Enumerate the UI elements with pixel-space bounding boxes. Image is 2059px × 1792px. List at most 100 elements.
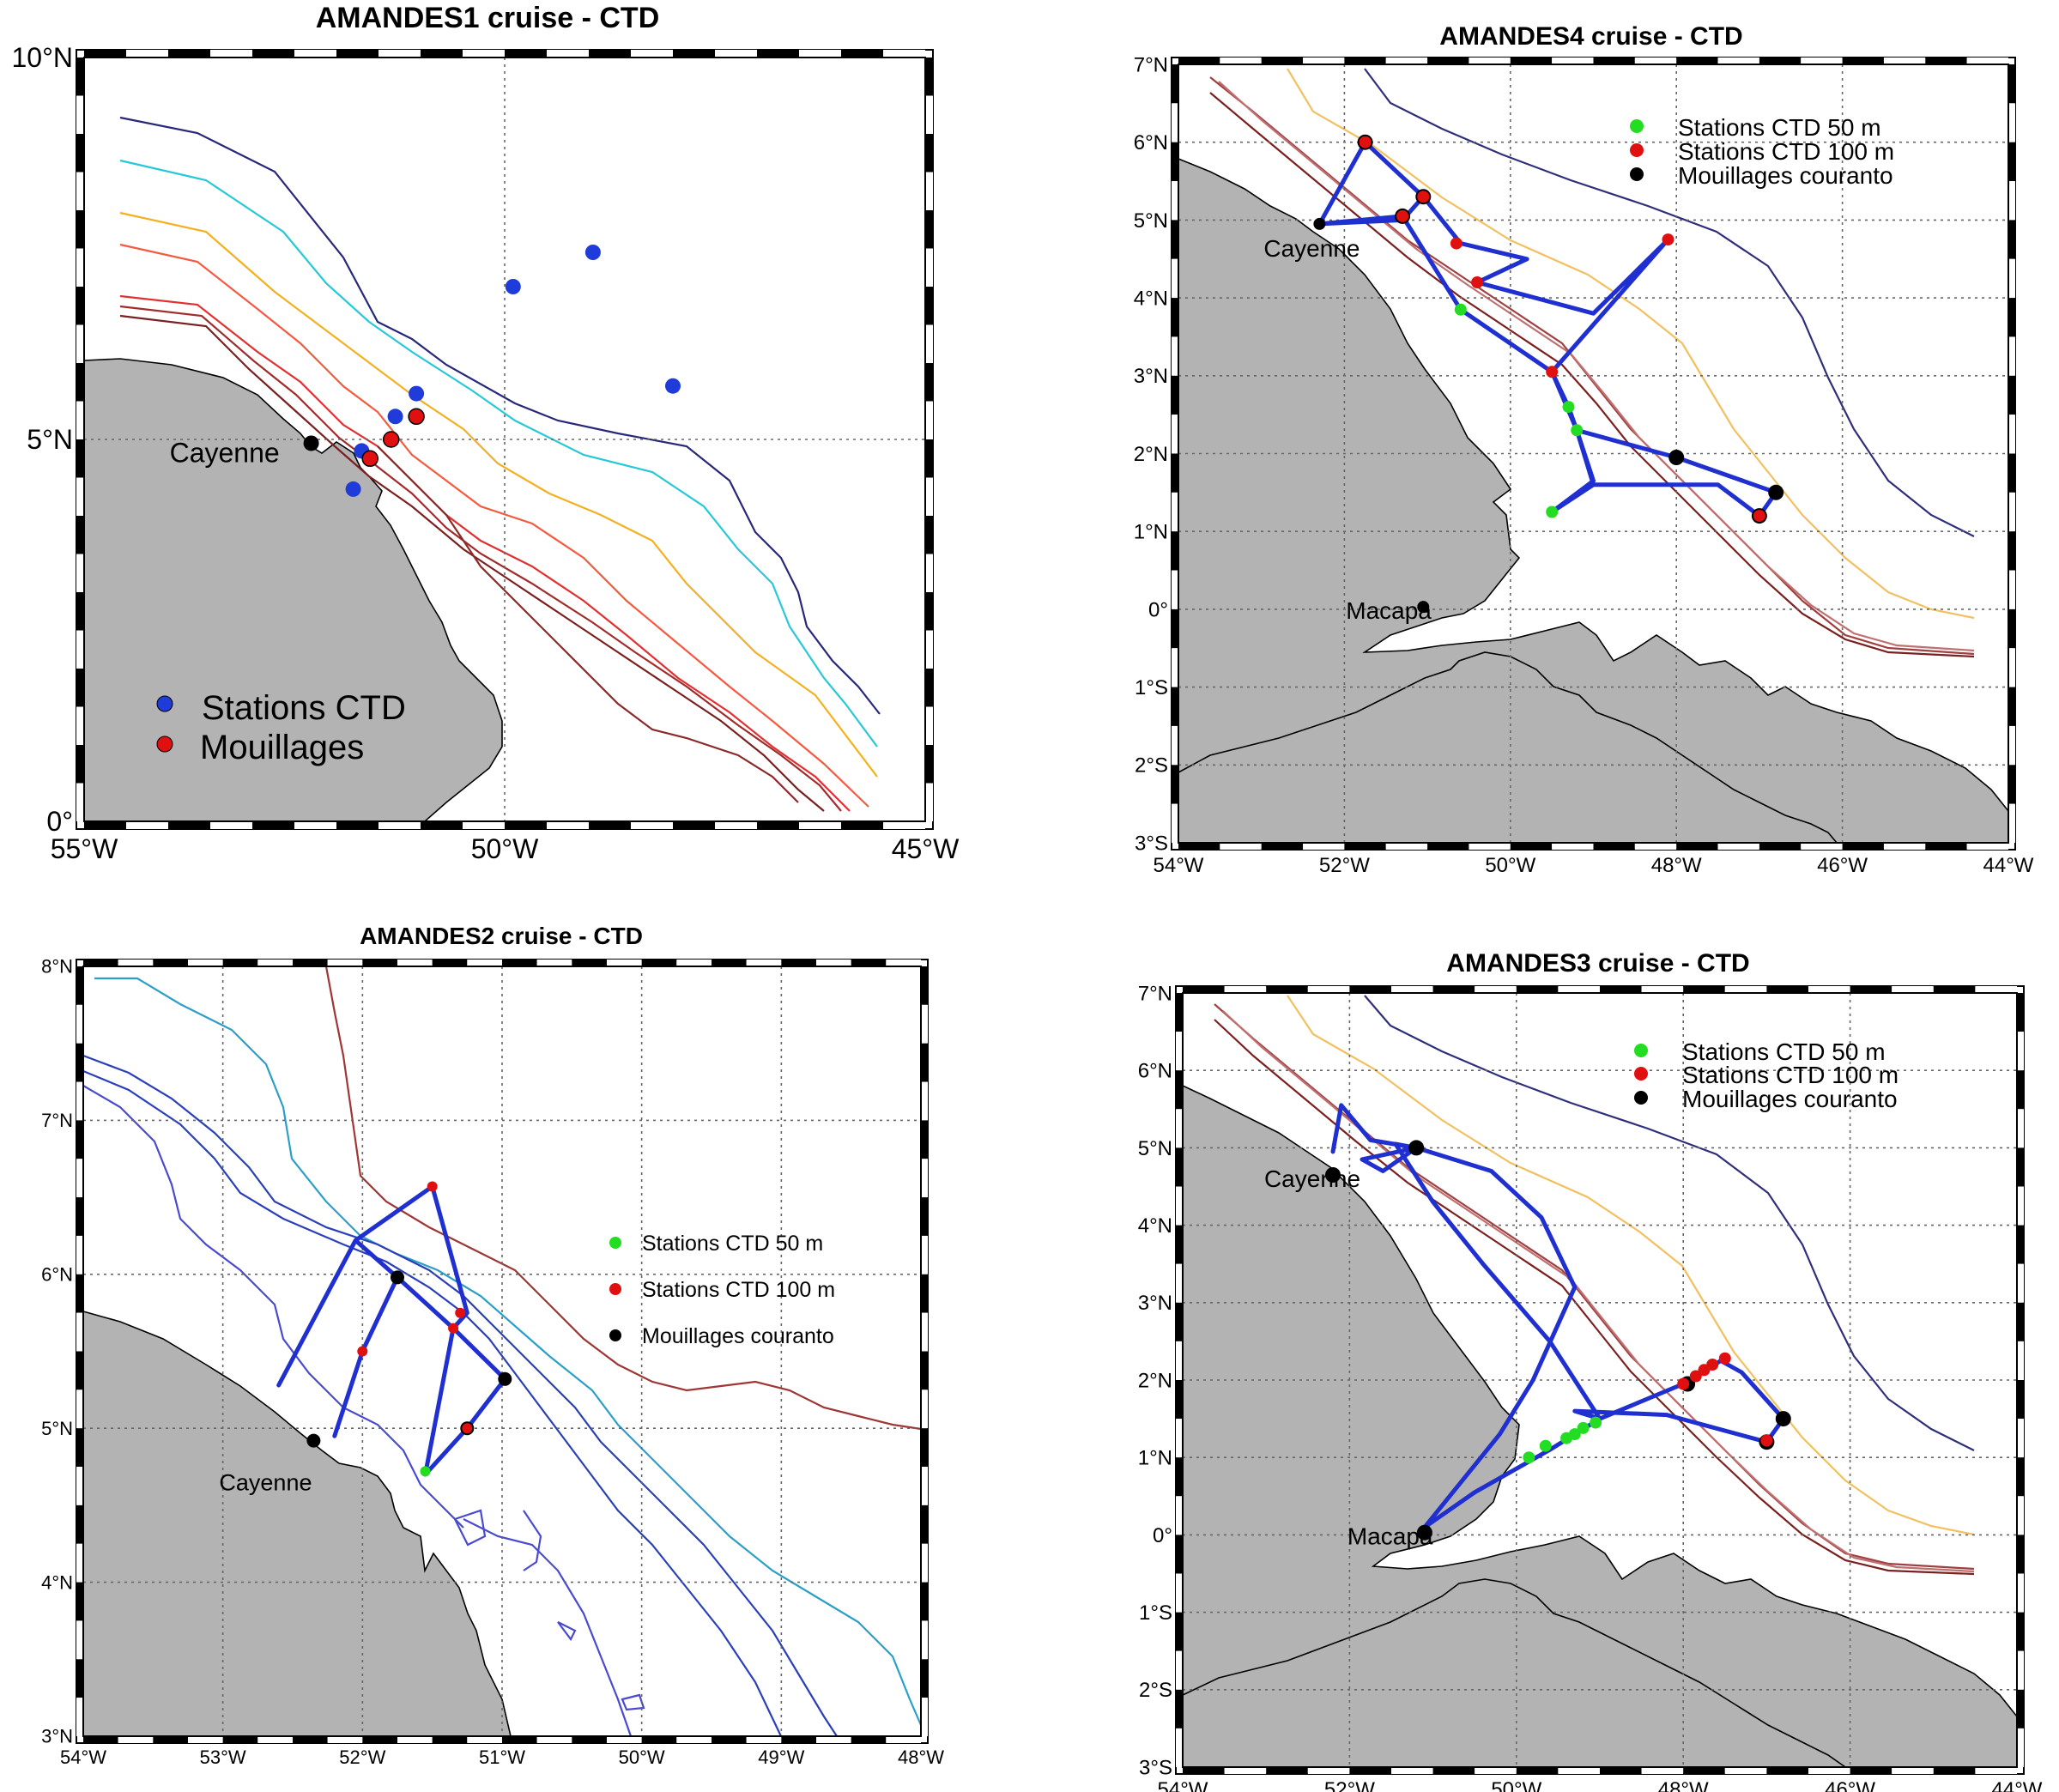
frame-segment: [76, 1620, 83, 1660]
frame-segment: [336, 821, 378, 829]
frame-segment: [421, 50, 463, 58]
legend-marker-50m: [1630, 119, 1644, 133]
station-marker: [357, 1346, 368, 1357]
frame-segment: [921, 1159, 928, 1198]
x-tick-label: 50°W: [1485, 854, 1535, 877]
frame-segment: [1925, 843, 1967, 850]
contour-islet-4: [621, 1693, 645, 1711]
frame-segment: [252, 50, 294, 58]
contour-deep: [1364, 995, 1975, 1451]
frame-segment: [1427, 58, 1469, 64]
station-marker: [1753, 510, 1765, 523]
place-marker: [1326, 1168, 1339, 1181]
map-frame: [76, 959, 929, 1744]
station-marker: [1396, 209, 1409, 222]
frame-segment: [1391, 1767, 1433, 1774]
frame-segment: [883, 50, 925, 58]
station-marker: [361, 450, 378, 468]
panel-amandes1: AMANDES1 cruise - CTD Cayenne Stations C…: [12, 2, 960, 864]
frame-segment: [921, 1467, 928, 1505]
frame-segment: [851, 1736, 887, 1743]
frame-segment: [925, 706, 933, 745]
frame-segment: [2017, 1302, 2024, 1341]
y-tick-label: 3°S: [1135, 832, 1168, 855]
station-marker: [382, 431, 400, 448]
frame-segment: [126, 50, 168, 58]
x-tick-label: 49°W: [758, 1747, 804, 1768]
frame-segment: [925, 134, 933, 173]
frame-segment: [1966, 58, 2008, 64]
frame-segment: [2008, 415, 2015, 454]
frame-segment: [1172, 336, 1178, 376]
frame-segment: [1172, 648, 1178, 687]
frame-segment: [1634, 843, 1677, 850]
frame-segment: [1224, 1767, 1267, 1774]
frame-segment: [76, 1081, 83, 1121]
legend-marker-100m: [1634, 1067, 1648, 1081]
frame-segment: [1391, 986, 1433, 993]
x-tick-label: 55°W: [51, 833, 118, 864]
land-guiana-brazil: [1182, 1084, 2018, 1768]
frame-segment: [641, 1736, 677, 1743]
frame-segment: [883, 821, 925, 829]
frame-segment: [2008, 648, 2015, 687]
frame-segment: [1552, 58, 1594, 64]
frame-segment: [921, 1235, 928, 1274]
frame-segment: [1344, 58, 1386, 64]
mooring-marker: [1668, 450, 1685, 465]
frame-segment: [1176, 1070, 1183, 1110]
y-tick-label: 6°N: [1134, 131, 1168, 154]
frame-segment: [1176, 1380, 1183, 1420]
frame-segment: [505, 50, 547, 58]
frame-segment: [76, 669, 84, 707]
frame-segment: [1933, 1767, 1976, 1774]
y-tick-label: 1°N: [1134, 521, 1168, 544]
frame-segment: [1676, 843, 1718, 850]
frame-segment: [76, 287, 84, 325]
frame-segment: [1683, 1767, 1725, 1774]
contour-1: [1287, 68, 1975, 620]
frame-segment: [2017, 1535, 2024, 1574]
y-tick-label: 4°N: [1138, 1214, 1172, 1238]
frame-segment: [378, 50, 421, 58]
frame-segment: [76, 630, 84, 669]
y-tick-label: 7°N: [1134, 53, 1168, 76]
frame-segment: [257, 960, 293, 966]
frame-segment: [336, 50, 378, 58]
frame-segment: [76, 477, 84, 516]
frame-segment: [1766, 986, 1808, 993]
frame-segment: [294, 50, 336, 58]
station-marker: [462, 1423, 473, 1434]
frame-segment: [2008, 453, 2015, 493]
frame-segment: [1432, 986, 1475, 993]
frame-segment: [76, 783, 84, 821]
frame-segment: [925, 324, 933, 363]
frame-segment: [757, 821, 799, 829]
frame-segment: [467, 960, 502, 966]
y-tick-label: 6°N: [41, 1264, 73, 1286]
contour-1: [1287, 995, 1975, 1536]
station-marker: [1718, 1352, 1731, 1365]
frame-segment: [76, 134, 84, 173]
frame-segment: [925, 554, 933, 592]
frame-segment: [1600, 986, 1642, 993]
x-tick-label: 54°W: [1158, 1778, 1208, 1792]
frame-segment: [362, 1736, 397, 1743]
frame-segment: [925, 592, 933, 631]
frame-segment: [925, 363, 933, 402]
legend-marker-50m: [609, 1237, 621, 1249]
frame-segment: [1966, 843, 2008, 850]
frame-segment: [2008, 531, 2015, 571]
frame-segment: [572, 960, 607, 966]
frame-segment: [2017, 1147, 2024, 1187]
frame-segment: [1717, 58, 1759, 64]
station-marker: [1450, 237, 1462, 250]
frame-inner: [83, 57, 926, 822]
mooring-marker: [391, 1270, 404, 1285]
frame-segment: [1303, 58, 1345, 64]
frame-segment: [536, 960, 572, 966]
frame-segment: [607, 1736, 642, 1743]
frame-segment: [294, 821, 336, 829]
frame-segment: [921, 1043, 928, 1082]
land-amazon-delta: [1178, 651, 1838, 844]
